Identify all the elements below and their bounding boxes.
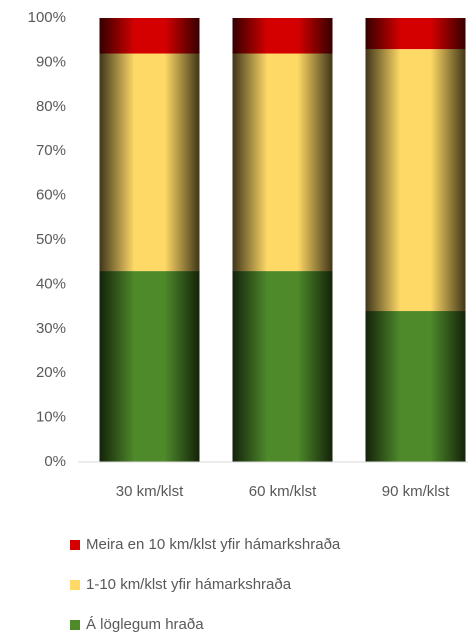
legend-swatch bbox=[70, 620, 80, 630]
y-tick-label: 0% bbox=[44, 453, 66, 470]
y-tick-label: 50% bbox=[36, 231, 66, 248]
x-tick-label: 90 km/klst bbox=[382, 483, 450, 500]
y-tick-label: 40% bbox=[36, 275, 66, 292]
y-tick-label: 80% bbox=[36, 98, 66, 115]
y-tick-label: 90% bbox=[36, 53, 66, 70]
legend-label: Meira en 10 km/klst yfir hámarkshraða bbox=[86, 536, 341, 553]
legend-label: 1-10 km/klst yfir hámarkshraða bbox=[86, 576, 292, 593]
y-tick-label: 60% bbox=[36, 187, 66, 204]
y-tick-label: 20% bbox=[36, 364, 66, 381]
legend-swatch bbox=[70, 580, 80, 590]
y-tick-label: 30% bbox=[36, 320, 66, 337]
bar-shade bbox=[232, 18, 333, 462]
x-tick-label: 30 km/klst bbox=[116, 483, 184, 500]
legend-swatch bbox=[70, 540, 80, 550]
y-tick-label: 10% bbox=[36, 409, 66, 426]
bar-shade bbox=[365, 18, 466, 462]
bar-shade bbox=[99, 18, 200, 462]
y-tick-label: 100% bbox=[28, 9, 66, 26]
x-tick-label: 60 km/klst bbox=[249, 483, 317, 500]
y-tick-label: 70% bbox=[36, 142, 66, 159]
legend-label: Á löglegum hraða bbox=[86, 616, 204, 633]
